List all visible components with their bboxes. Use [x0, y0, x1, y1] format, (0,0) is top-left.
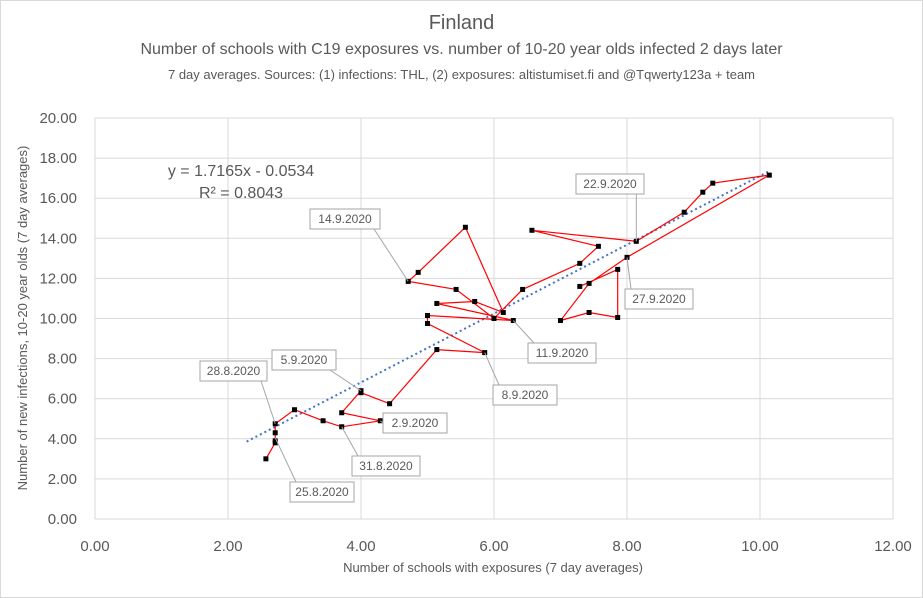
trendline-group [246, 170, 770, 443]
callout-leader [341, 426, 359, 457]
y-tick-label: 16.00 [39, 190, 77, 207]
callout-box [199, 360, 268, 382]
data-point [577, 283, 583, 289]
y-tick-labels: 0.00 2.00 4.00 6.00 8.00 10.00 12.00 14.00 16.00… [39, 110, 77, 528]
callout-box [271, 349, 337, 371]
data-point [425, 312, 430, 318]
trendline-equation: y = 1.7165x - 0.0534 [168, 163, 314, 180]
data-point [415, 269, 421, 275]
x-tick-label: 0.00 [80, 538, 109, 555]
chart-subtitle: Number of schools with C19 exposures vs.… [140, 41, 783, 58]
callout-label: 22.9.2020 [583, 177, 637, 191]
callout-label: 5.9.2020 [281, 353, 328, 367]
data-point [681, 209, 687, 215]
data-point [615, 266, 621, 272]
data-point [577, 260, 583, 266]
data-point [766, 172, 772, 178]
chart-source-note: 7 day averages. Sources: (1) infections:… [167, 67, 756, 82]
callout-leader [373, 228, 409, 282]
x-tick-label: 4.00 [346, 538, 375, 555]
trendline-r-squared: R² = 0.8043 [199, 185, 283, 202]
data-point [586, 309, 592, 315]
callout-box [527, 342, 597, 364]
data-point [491, 316, 497, 321]
data-point [272, 438, 278, 444]
callout-leader [329, 369, 362, 392]
data-point [272, 430, 278, 436]
data-point [453, 286, 459, 292]
callout-label: 8.9.2020 [502, 388, 549, 402]
callout-label: 14.9.2020 [318, 212, 372, 226]
data-point [320, 418, 326, 424]
callout-box [575, 173, 645, 195]
data-point [615, 314, 621, 320]
x-axis-label: Number of schools with exposures (7 day … [343, 560, 643, 575]
callout-label: 27.9.2020 [632, 292, 686, 306]
callout-label: 28.8.2020 [207, 364, 261, 378]
data-point [586, 280, 592, 286]
x-tick-labels: 0.00 2.00 4.00 6.00 8.00 10.00 12.00 [80, 538, 911, 555]
x-tick-label: 6.00 [479, 538, 508, 555]
data-point [529, 227, 535, 233]
callout-leader [512, 320, 535, 344]
y-tick-label: 10.00 [39, 311, 77, 328]
x-tick-label: 10.00 [741, 538, 779, 555]
data-point [387, 401, 393, 407]
data-point [700, 189, 706, 195]
callout-leader [274, 437, 297, 483]
data-point [710, 180, 716, 186]
x-tick-label: 2.00 [213, 538, 242, 555]
callout-label: 25.8.2020 [295, 485, 349, 499]
y-tick-label: 14.00 [39, 230, 77, 247]
callout-box [351, 455, 421, 477]
callout-label: 11.9.2020 [536, 346, 589, 360]
callout-leader [260, 380, 276, 424]
data-point [434, 347, 440, 353]
x-tick-label: 12.00 [874, 538, 912, 555]
series-line-group [265, 174, 770, 460]
data-point [462, 224, 468, 230]
callout-box [289, 481, 355, 503]
data-point [558, 318, 563, 324]
callout-leader [484, 352, 500, 386]
callout-box [309, 208, 381, 230]
x-tick-label: 8.00 [612, 538, 641, 555]
callout-leader [626, 257, 632, 290]
y-tick-label: 20.00 [39, 110, 77, 127]
data-point [263, 456, 269, 462]
y-tick-label: 2.00 [48, 471, 77, 488]
chart-title: Finland [428, 12, 495, 34]
data-point [434, 300, 440, 306]
data-point [500, 309, 506, 315]
y-tick-label: 8.00 [48, 351, 77, 368]
callout-box [624, 288, 694, 310]
trendline [246, 170, 770, 443]
series-line [265, 174, 770, 460]
data-point [358, 390, 364, 396]
callout-box [382, 412, 448, 434]
callout-box [492, 384, 558, 406]
y-tick-label: 4.00 [48, 431, 77, 448]
data-point [292, 407, 297, 413]
data-point [472, 298, 478, 304]
callout-label: 2.9.2020 [392, 416, 439, 430]
data-point [425, 321, 430, 327]
y-axis-label: Number of new infections, 10-20 year old… [15, 146, 30, 491]
date-callouts: 25.8.2020 28.8.2020 31.8.2020 2.9.2020 5.9.2… [199, 173, 694, 503]
y-tick-label: 0.00 [48, 511, 77, 528]
y-tick-label: 18.00 [39, 150, 77, 167]
data-point [595, 243, 601, 249]
callout-label: 31.8.2020 [359, 459, 413, 473]
data-point [520, 286, 526, 292]
y-tick-label: 12.00 [39, 270, 77, 287]
y-tick-label: 6.00 [48, 391, 77, 408]
data-point [339, 410, 345, 416]
